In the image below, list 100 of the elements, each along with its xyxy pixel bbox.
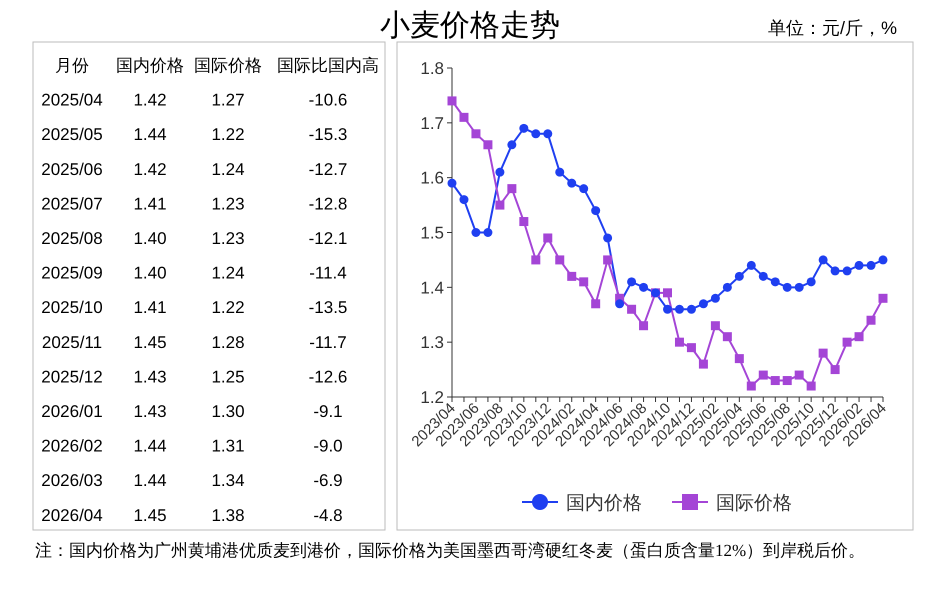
category-label: 2026/04	[41, 506, 103, 525]
point	[448, 96, 456, 106]
point	[782, 282, 792, 292]
text: -13.5	[308, 298, 348, 318]
text: 1.38	[211, 506, 245, 525]
text: -12.6	[308, 367, 348, 386]
point	[567, 178, 576, 188]
point	[567, 272, 576, 281]
point	[698, 360, 708, 369]
point	[507, 184, 516, 194]
point	[806, 277, 816, 286]
text: 1.41	[133, 298, 167, 318]
point	[674, 338, 684, 347]
point	[459, 112, 468, 122]
y-tick-label: 1.8	[420, 59, 444, 78]
category-label: 国际价格	[194, 56, 262, 75]
text: -9.1	[313, 402, 343, 421]
text: 月份	[55, 56, 89, 75]
text: -4.8	[313, 506, 343, 525]
point	[555, 255, 564, 264]
text: -15.3	[308, 125, 348, 144]
text: 1.23	[211, 229, 245, 248]
point	[663, 304, 672, 314]
point	[818, 255, 828, 264]
text: -12.1	[308, 229, 348, 248]
point	[866, 316, 876, 325]
text: 1.28	[211, 332, 245, 352]
text: 1.42	[133, 160, 167, 179]
category-label: 2025/05	[41, 125, 103, 144]
category-label: 2026/03	[41, 471, 103, 490]
legend-label: 国内价格	[566, 493, 642, 514]
point	[531, 255, 540, 264]
chart-title: 小麦价格走势	[380, 9, 560, 42]
category-label: 2026/01	[41, 402, 103, 421]
point	[639, 282, 648, 292]
point	[842, 338, 852, 347]
y-tick-label: 1.7	[420, 114, 444, 133]
text: 1.40	[133, 264, 167, 283]
y-tick-label: 1.4	[420, 278, 444, 298]
point	[507, 140, 516, 150]
point	[842, 266, 852, 276]
category-label: 2025/11	[42, 332, 102, 352]
point	[734, 354, 744, 364]
category-label: 2025/10	[41, 298, 103, 318]
category-label: 2025/12	[41, 367, 103, 386]
point	[663, 288, 672, 298]
text: 1.42	[133, 90, 167, 110]
point	[794, 370, 804, 380]
point	[495, 168, 504, 177]
y-tick-label: 1.5	[420, 224, 444, 242]
point	[830, 266, 840, 276]
point	[866, 260, 876, 270]
text: -10.6	[308, 90, 348, 110]
point	[686, 343, 696, 352]
point	[854, 260, 864, 270]
point	[710, 321, 720, 330]
point	[579, 184, 588, 194]
text: -12.8	[308, 194, 348, 214]
point	[674, 304, 684, 314]
text: -12.7	[308, 160, 348, 179]
point	[734, 272, 744, 281]
point	[794, 282, 804, 292]
category-label: 国内价格	[116, 56, 184, 75]
y-tick-label: 1.6	[420, 168, 444, 188]
text: -11.4	[309, 264, 347, 283]
legend-label: 国际价格	[716, 493, 792, 514]
point	[818, 348, 828, 358]
point	[591, 299, 600, 308]
text: 1.30	[211, 402, 245, 421]
text: 1.24	[211, 264, 245, 283]
point	[531, 129, 540, 138]
point	[603, 233, 612, 242]
text: -11.7	[309, 332, 347, 352]
point	[471, 228, 480, 237]
y-tick-label: 1.2	[420, 388, 444, 407]
point	[555, 168, 564, 177]
point	[782, 376, 792, 386]
point	[639, 321, 648, 330]
point	[722, 332, 732, 342]
point	[519, 217, 528, 226]
category-label: 2025/09	[41, 264, 103, 283]
point	[448, 178, 456, 188]
category-label: 2025/04	[41, 90, 103, 110]
text: 1.44	[133, 471, 167, 490]
y-tick-label: 1.3	[420, 333, 444, 352]
text: 1.43	[133, 402, 167, 421]
point	[806, 382, 816, 391]
text: 1.45	[133, 332, 167, 352]
text: -9.0	[313, 436, 343, 456]
text: 1.23	[211, 194, 245, 214]
point	[878, 255, 888, 264]
text: 注：国内价格为广州黄埔港优质麦到港价，国际价格为美国墨西哥湾硬红冬麦（蛋白质含量12%）到岸税后价。	[35, 540, 866, 562]
text: 1.44	[133, 125, 167, 144]
category-label: 国际比国内高	[277, 56, 379, 75]
point	[603, 255, 612, 264]
text: 1.41	[133, 194, 167, 214]
text: 1.40	[133, 229, 167, 248]
point	[543, 233, 552, 242]
text: 1.27	[211, 90, 245, 110]
point	[770, 277, 780, 286]
